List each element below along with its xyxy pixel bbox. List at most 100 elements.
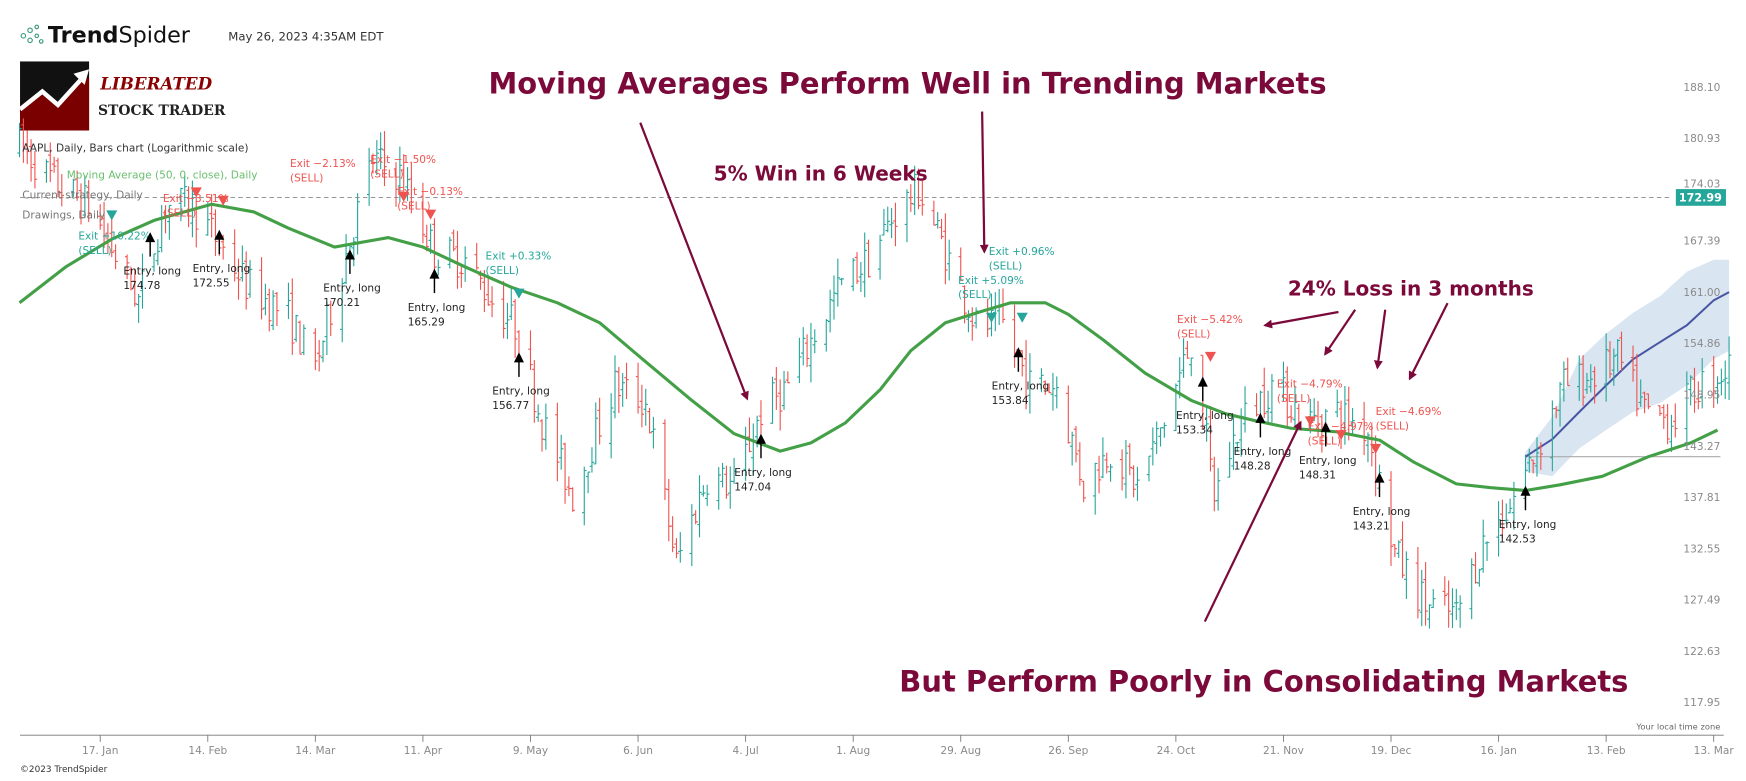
price-tick-label: 180.93 — [1683, 133, 1720, 145]
price-bar — [1711, 355, 1716, 408]
price-bar — [74, 170, 80, 201]
price-tick-label: 161.00 — [1683, 287, 1720, 299]
price-bar — [1603, 333, 1609, 402]
arrow-loss-2 — [1324, 309, 1357, 356]
price-bar — [758, 400, 764, 439]
price-bar — [866, 239, 871, 278]
price-bar — [270, 290, 276, 331]
entry-arrow-up-icon — [1374, 472, 1385, 483]
time-tick-label: 4. Jul — [733, 745, 759, 757]
price-bar — [263, 283, 268, 316]
price-bar — [555, 402, 560, 482]
arrow-loss-3 — [1373, 309, 1387, 370]
time-tick-label: 13. Mar — [1694, 745, 1735, 757]
price-axis[interactable]: 188.10 180.93 174.03 167.39 161.00 154.86 148.… — [1683, 82, 1720, 709]
price-bar — [1108, 463, 1113, 482]
exit-label: Exit +0.96% — [989, 246, 1055, 258]
price-bar — [824, 319, 829, 352]
legend-symbol[interactable]: AAPL, Daily, Bars chart (Logarithmic sca… — [22, 143, 248, 155]
price-bar — [501, 281, 506, 339]
price-bar — [209, 194, 214, 238]
legend-strategy[interactable]: Current strategy, Daily — [22, 189, 143, 201]
entry-arrow-up-icon — [1013, 347, 1024, 358]
price-tick-label: 154.86 — [1683, 338, 1720, 350]
entry-marker: Entry, long 153.34 — [1176, 376, 1234, 436]
entry-arrow-up-icon — [429, 268, 440, 279]
price-bar — [1427, 604, 1432, 629]
price-bar — [1646, 393, 1651, 410]
exit-arrow-down-icon — [1204, 351, 1217, 362]
exit-marker: Exit +5.09% (SELL) — [958, 275, 1024, 323]
price-bar — [716, 467, 721, 510]
price-bar — [1012, 304, 1017, 368]
price-bar — [340, 278, 345, 343]
price-bar — [1100, 437, 1106, 479]
price-bar — [881, 208, 887, 236]
headline: Moving Averages Perform Well in Trending… — [488, 67, 1326, 101]
copyright: ©2023 TrendSpider — [20, 765, 108, 775]
time-tick-label: 1. Aug — [836, 745, 870, 757]
entry-label-group: Entry, long 174.78 — [123, 265, 181, 291]
logo-line2: STOCK TRADER — [98, 103, 226, 119]
price-bar — [916, 168, 921, 210]
exit-arrow-down-icon — [190, 187, 202, 198]
exit-marker: Exit +0.33% (SELL) — [486, 251, 551, 299]
price-bar — [1162, 422, 1167, 438]
price-bar — [1588, 364, 1594, 393]
price-bar — [662, 419, 668, 501]
price-bar — [1500, 499, 1505, 539]
arrow-loss-1 — [1263, 310, 1339, 329]
entry-marker: Entry, long 143.21 — [1353, 472, 1410, 532]
price-bar — [1504, 503, 1509, 524]
price-bar — [1431, 589, 1436, 609]
loss-note: 24% Loss in 3 months — [1288, 276, 1534, 300]
price-bar — [1415, 547, 1421, 619]
price-bar — [1392, 544, 1398, 558]
arrow-consolidation — [1203, 420, 1302, 623]
price-bar — [1146, 455, 1152, 482]
last-price-value: 172.99 — [1679, 191, 1722, 204]
price-bar — [593, 402, 599, 465]
price-bar — [505, 302, 510, 340]
price-bar — [939, 218, 944, 240]
price-bar — [113, 244, 118, 270]
price-bar — [589, 447, 595, 473]
exit-marker: Exit −1.50% (SELL) — [370, 154, 436, 202]
price-bar — [651, 416, 656, 449]
time-axis[interactable]: 17. Jan 14. Feb 14. Mar 11. Apr 9. May 6. Jun… — [82, 735, 1734, 757]
price-bar — [946, 239, 952, 281]
entry-label: Entry, long — [1499, 519, 1557, 531]
price-bar — [966, 310, 971, 333]
price-bar — [59, 174, 65, 207]
price-bar — [1388, 471, 1394, 566]
price-bar — [236, 258, 241, 300]
time-tick-label: 13. Feb — [1587, 745, 1626, 757]
entry-arrow-up-icon — [344, 249, 355, 260]
annotation-arrows — [639, 111, 1449, 623]
price-bar — [1527, 448, 1532, 473]
price-bar — [324, 301, 330, 356]
exit-label: Exit +5.09% — [958, 275, 1024, 287]
price-bar — [459, 266, 464, 288]
price-bar — [701, 485, 706, 497]
price-bar — [558, 434, 564, 470]
exit-action: (SELL) — [486, 265, 519, 277]
price-bar — [908, 184, 914, 212]
price-bar — [1227, 441, 1232, 478]
price-bar — [1119, 449, 1125, 491]
exit-label: Exit −2.13% — [290, 158, 356, 170]
entry-arrow-up-icon — [214, 229, 225, 240]
price-bar — [904, 189, 910, 243]
timezone-note[interactable]: Your local time zone — [1635, 722, 1720, 732]
legend-drawings[interactable]: Drawings, Daily — [22, 209, 105, 221]
price-bar — [1634, 353, 1640, 417]
price-tick-label: 174.03 — [1683, 178, 1720, 190]
price-bar — [509, 288, 514, 321]
price-bar — [1158, 427, 1163, 447]
arrow-loss-4 — [1408, 302, 1449, 381]
time-tick-label: 14. Feb — [188, 745, 227, 757]
time-tick-label: 17. Jan — [82, 745, 118, 757]
legend-moving-average[interactable]: Moving Average (50, 0, close), Daily — [67, 169, 258, 181]
price-bar — [777, 379, 783, 431]
